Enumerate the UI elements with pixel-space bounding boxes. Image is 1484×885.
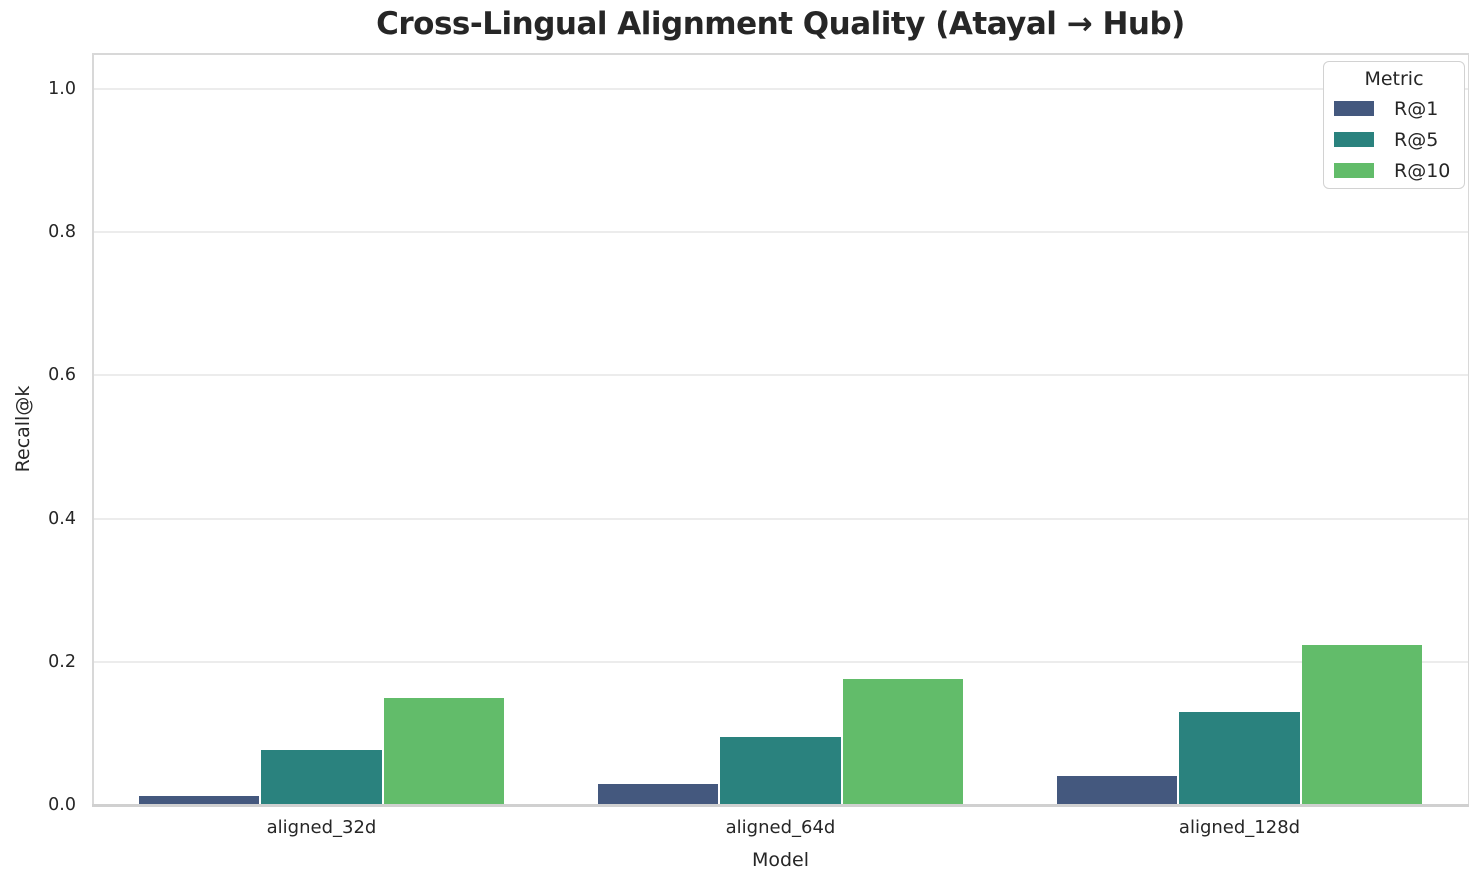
legend-label: R@10 (1394, 159, 1451, 182)
legend-entry-R@5: R@5 (1324, 124, 1464, 155)
legend-swatch-icon (1334, 132, 1374, 147)
legend-entries: R@1 R@5 R@10 (1324, 93, 1464, 186)
xtick-label-aligned_128d: aligned_128d (1178, 817, 1301, 838)
ytick-label: 0.0 (48, 795, 76, 815)
spine-top (92, 53, 1469, 55)
bar-aligned_32d-R@5 (261, 749, 382, 805)
xtick-label-aligned_32d: aligned_32d (266, 817, 377, 838)
spine-right (1467, 53, 1469, 805)
bar-aligned_64d-R@5 (720, 736, 841, 805)
legend-entry-R@10: R@10 (1324, 155, 1464, 186)
ytick-label: 0.4 (48, 508, 76, 529)
bar-aligned_128d-R@10 (1301, 644, 1423, 805)
ytick-label: 1.0 (48, 78, 76, 99)
gridline-y-0.8 (92, 231, 1469, 234)
gridline-y-0.4 (92, 517, 1469, 520)
legend-swatch-icon (1334, 163, 1374, 178)
gridline-y-0.6 (92, 374, 1469, 377)
bar-aligned_128d-R@1 (1056, 775, 1178, 805)
xtick-label-aligned_64d: aligned_64d (725, 817, 836, 838)
spine-bottom (92, 803, 1469, 807)
bar-aligned_32d-R@10 (383, 697, 505, 805)
gridline-y-1 (92, 87, 1469, 90)
ytick-label: 0.6 (48, 365, 76, 386)
ytick-label: 0.8 (48, 222, 76, 243)
bar-aligned_128d-R@5 (1179, 711, 1300, 805)
ytick-label: 0.2 (48, 651, 76, 672)
legend-label: R@5 (1394, 128, 1439, 151)
legend-label: R@1 (1394, 97, 1439, 120)
legend: Metric R@1 R@5 R@10 (1323, 61, 1465, 189)
y-axis-label: Recall@k (12, 385, 34, 473)
bar-aligned_64d-R@10 (842, 678, 964, 805)
gridline-y-0.2 (92, 660, 1469, 663)
legend-entry-R@1: R@1 (1324, 93, 1464, 124)
bar-aligned_64d-R@1 (597, 783, 719, 805)
bar-aligned_32d-R@1 (138, 795, 260, 805)
x-axis-label: Model (751, 849, 810, 871)
spine-left (92, 53, 94, 805)
plot-area (92, 53, 1469, 807)
legend-title: Metric (1364, 68, 1424, 90)
legend-swatch-icon (1334, 101, 1374, 116)
chart-title: Cross-Lingual Alignment Quality (Atayal … (376, 6, 1185, 42)
